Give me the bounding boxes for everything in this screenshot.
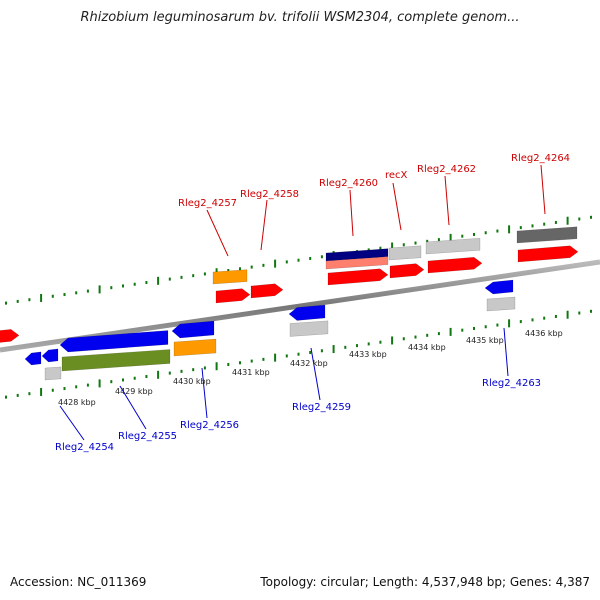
gene-arrow[interactable]	[0, 329, 20, 343]
forward-gene-label[interactable]: Rleg2_4257	[178, 198, 237, 209]
gene-arrow[interactable]	[484, 279, 514, 295]
gene-arrow[interactable]	[389, 263, 425, 279]
kbp-label: 4432 kbp	[290, 359, 328, 368]
kbp-label: 4436 kbp	[525, 329, 563, 338]
label-leader-line	[59, 405, 85, 441]
kbp-label: 4433 kbp	[349, 350, 387, 359]
forward-gene-label[interactable]: Rleg2_4262	[417, 164, 476, 175]
forward-gene-label[interactable]: Rleg2_4258	[240, 189, 299, 200]
label-leader-line	[206, 209, 229, 257]
label-leader-line	[310, 347, 321, 401]
gene-box[interactable]	[325, 256, 389, 270]
kbp-label: 4428 kbp	[58, 398, 96, 407]
label-leader-line	[349, 189, 354, 237]
kbp-label: 4434 kbp	[408, 343, 446, 352]
gene-arrow[interactable]	[24, 351, 42, 366]
gene-arrow[interactable]	[517, 245, 579, 263]
gene-box[interactable]	[425, 237, 481, 255]
label-leader-line	[201, 367, 208, 419]
gene-box[interactable]	[516, 226, 578, 244]
reverse-scale-ticks	[5, 309, 592, 399]
reverse-gene-label[interactable]: Rleg2_4254	[55, 442, 114, 453]
forward-gene-label[interactable]: recX	[385, 170, 408, 181]
genome-summary-text: Topology: circular; Length: 4,537,948 bp…	[260, 575, 590, 589]
label-leader-line	[392, 182, 402, 231]
label-leader-line	[540, 164, 546, 215]
gene-arrow[interactable]	[427, 256, 483, 274]
gene-arrow[interactable]	[288, 304, 326, 321]
gene-box[interactable]	[173, 338, 217, 357]
reverse-gene-label[interactable]: Rleg2_4263	[482, 378, 541, 389]
label-leader-line	[503, 327, 509, 377]
kbp-label: 4435 kbp	[466, 336, 504, 345]
gene-box[interactable]	[289, 320, 329, 337]
forward-gene-label[interactable]: Rleg2_4260	[319, 178, 378, 189]
reverse-gene-label[interactable]: Rleg2_4259	[292, 402, 351, 413]
accession-text: Accession: NC_011369	[10, 575, 147, 589]
gene-box[interactable]	[486, 296, 516, 312]
label-leader-line	[119, 385, 147, 430]
kbp-label: 4429 kbp	[115, 387, 153, 396]
forward-gene-label[interactable]: Rleg2_4264	[511, 153, 570, 164]
label-leader-line	[444, 175, 450, 226]
genome-axis	[0, 259, 600, 353]
kbp-label: 4430 kbp	[173, 377, 211, 386]
gene-arrow[interactable]	[59, 330, 169, 353]
gene-arrow[interactable]	[215, 288, 251, 304]
gene-arrow[interactable]	[41, 348, 59, 363]
gene-box[interactable]	[212, 269, 248, 285]
gene-arrow[interactable]	[250, 283, 284, 299]
gene-box[interactable]	[61, 349, 171, 372]
gene-arrow[interactable]	[327, 268, 389, 286]
forward-scale-ticks	[5, 215, 592, 305]
gene-arrow[interactable]	[171, 320, 215, 339]
gene-box[interactable]	[388, 245, 422, 261]
map-title: Rhizobium leguminosarum bv. trifolii WSM…	[80, 10, 520, 25]
reverse-gene-label[interactable]: Rleg2_4255	[118, 431, 177, 442]
kbp-label: 4431 kbp	[232, 368, 270, 377]
label-leader-line	[260, 199, 268, 251]
reverse-gene-label[interactable]: Rleg2_4256	[180, 420, 239, 431]
gene-box[interactable]	[44, 366, 62, 381]
